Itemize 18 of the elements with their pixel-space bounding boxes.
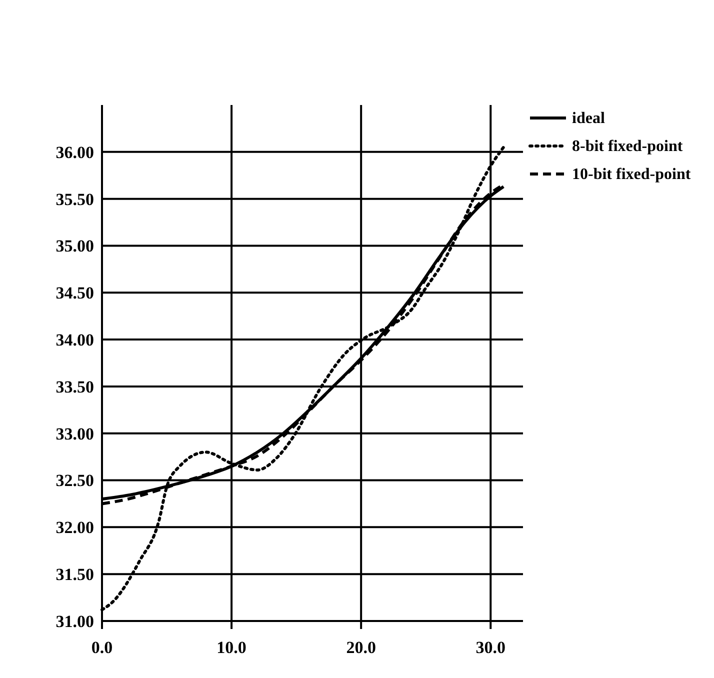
- y-tick-label: 35.50: [56, 190, 94, 209]
- y-tick-label: 33.50: [56, 377, 94, 396]
- y-tick-label: 31.00: [56, 612, 94, 631]
- y-tick-label: 33.00: [56, 424, 94, 444]
- legend-label: 8-bit fixed-point: [572, 138, 684, 155]
- x-tick-label: 10.0: [216, 638, 246, 657]
- y-tick-label: 32.00: [56, 518, 94, 538]
- y-tick-label: 34.00: [56, 330, 94, 350]
- legend-label: ideal: [572, 110, 606, 127]
- legend-label: 10-bit fixed-point: [572, 166, 692, 183]
- y-tick-label: 35.00: [56, 236, 94, 256]
- x-tick-label: 30.0: [476, 638, 506, 657]
- y-tick-label: 32.50: [56, 471, 94, 490]
- x-tick-label: 0.0: [91, 638, 113, 657]
- y-tick-label: 36.00: [56, 142, 94, 162]
- y-tick-label: 31.50: [56, 565, 94, 584]
- y-tick-label: 34.50: [56, 284, 94, 303]
- x-tick-label: 20.0: [346, 638, 376, 657]
